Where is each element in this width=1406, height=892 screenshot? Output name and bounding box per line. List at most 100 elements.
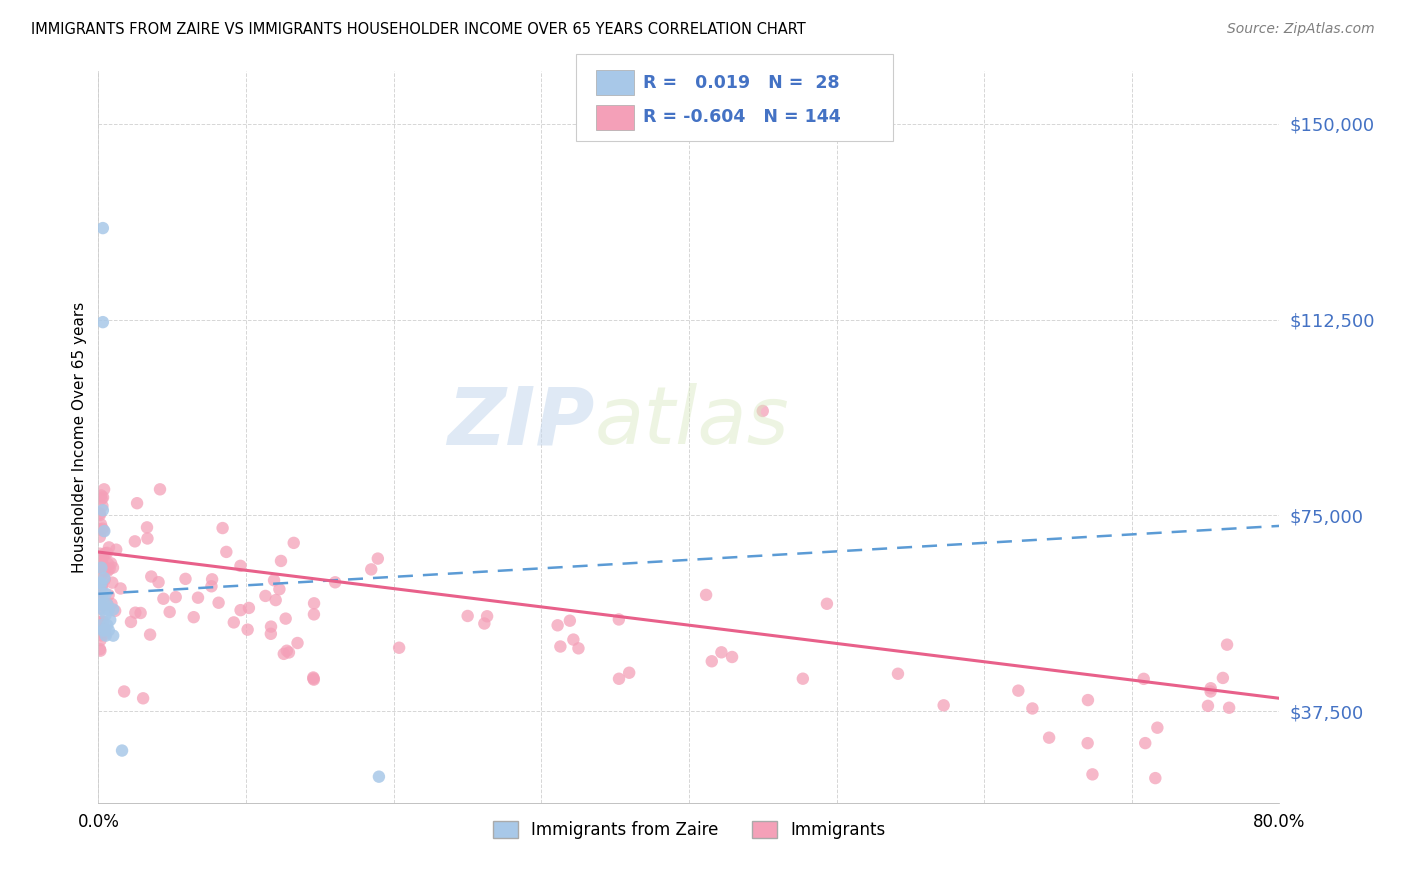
Point — [91, 624, 114, 638]
Point — [815, 597, 838, 611]
Y-axis label: Householder Income Over 65 years: Householder Income Over 65 years — [72, 301, 87, 573]
Point — [96, 618, 118, 632]
Point — [617, 665, 640, 680]
Point — [558, 614, 581, 628]
Point — [89, 587, 111, 601]
Point — [96, 546, 118, 560]
Point — [187, 591, 209, 605]
Point — [457, 609, 479, 624]
Point — [90, 579, 112, 593]
Point — [101, 560, 124, 574]
Point — [89, 522, 111, 536]
Point — [89, 643, 111, 657]
Point — [94, 627, 117, 641]
Point — [323, 575, 346, 590]
Text: atlas: atlas — [595, 384, 789, 461]
Point — [547, 618, 569, 632]
Point — [97, 588, 120, 602]
Point — [89, 569, 111, 583]
Point — [1216, 638, 1239, 652]
Point — [97, 541, 120, 555]
Point — [93, 597, 115, 611]
Point — [91, 567, 114, 582]
Point — [302, 672, 325, 686]
Point — [91, 587, 114, 601]
Point — [792, 672, 814, 686]
Point — [89, 615, 111, 629]
Point — [94, 562, 117, 576]
Point — [475, 609, 498, 624]
Point — [89, 597, 111, 611]
Point — [94, 546, 117, 560]
Point — [1199, 684, 1222, 698]
Point — [100, 597, 122, 611]
Point — [90, 576, 112, 591]
Point — [183, 610, 205, 624]
Point — [90, 597, 112, 611]
Point — [264, 593, 287, 607]
Point — [90, 557, 112, 571]
Point — [124, 534, 146, 549]
Point — [89, 550, 111, 565]
Point — [89, 586, 111, 600]
Point — [93, 524, 115, 538]
Point — [368, 770, 391, 784]
Point — [1135, 736, 1157, 750]
Point — [201, 572, 224, 586]
Point — [91, 315, 114, 329]
Point — [94, 587, 117, 601]
Point — [125, 496, 148, 510]
Point — [89, 576, 111, 591]
Point — [110, 582, 132, 596]
Point — [269, 582, 291, 597]
Point — [97, 602, 120, 616]
Point — [273, 647, 295, 661]
Point — [1212, 671, 1234, 685]
Point — [721, 650, 744, 665]
Text: Source: ZipAtlas.com: Source: ZipAtlas.com — [1227, 22, 1375, 37]
Point — [112, 684, 135, 698]
Point — [887, 666, 910, 681]
Point — [159, 605, 181, 619]
Point — [1132, 672, 1154, 686]
Point — [302, 673, 325, 687]
Point — [1218, 700, 1240, 714]
Point — [1199, 681, 1222, 696]
Point — [607, 672, 630, 686]
Point — [700, 654, 723, 668]
Point — [90, 488, 112, 502]
Point — [207, 596, 229, 610]
Point — [105, 542, 128, 557]
Point — [93, 571, 115, 585]
Point — [1081, 767, 1104, 781]
Point — [93, 483, 115, 497]
Point — [148, 575, 170, 590]
Point — [124, 606, 146, 620]
Point — [91, 550, 114, 565]
Point — [89, 530, 111, 544]
Point — [91, 221, 114, 235]
Point — [89, 642, 111, 657]
Point — [93, 573, 115, 587]
Point — [89, 633, 111, 648]
Point — [472, 616, 495, 631]
Point — [1077, 693, 1099, 707]
Point — [129, 606, 152, 620]
Point — [89, 602, 111, 616]
Point — [165, 590, 187, 604]
Point — [263, 574, 285, 588]
Point — [270, 554, 292, 568]
Point — [274, 612, 297, 626]
Point — [932, 698, 955, 713]
Point — [283, 536, 305, 550]
Point — [103, 602, 125, 616]
Text: R =   0.019   N =  28: R = 0.019 N = 28 — [643, 74, 839, 92]
Point — [93, 622, 115, 636]
Point — [111, 743, 134, 757]
Point — [367, 551, 389, 566]
Point — [91, 624, 114, 639]
Point — [91, 615, 114, 629]
Point — [132, 691, 155, 706]
Point — [607, 612, 630, 626]
Point — [89, 584, 111, 599]
